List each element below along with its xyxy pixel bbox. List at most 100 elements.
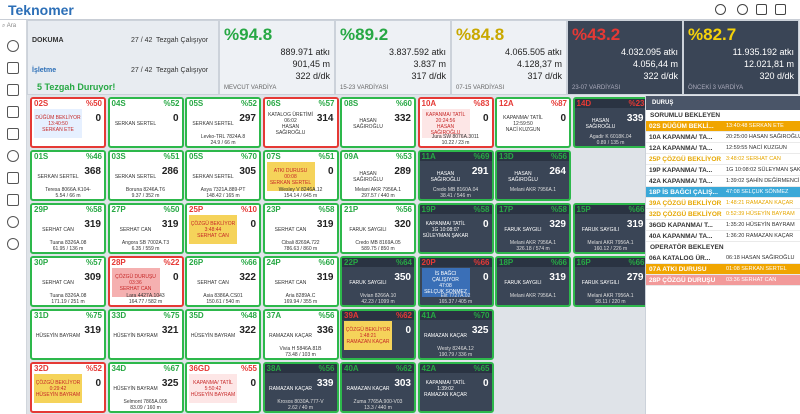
duruş-row[interactable]: 39A ÇÖZGÜ BEKLİYOR 1:48:21 RAMAZAN KAÇAR [646, 198, 800, 209]
machine-card[interactable]: 15P %66 FARUK SAYGILI 319 Melani AKR 7956A.1… [572, 203, 649, 254]
footer-line: Angora SB 7002A.T3 [121, 240, 170, 246]
duruş-row[interactable]: 18P İS BAĞCI ÇALIŞ... 47:08 SELÇUK SÖNMEZ [646, 187, 800, 198]
machine-speed: 319 [161, 219, 179, 230]
machine-card[interactable]: 05S %70 SERKAN SERTEL 305 Asya 7321A.889-PT 1… [185, 150, 261, 201]
clock-icon[interactable] [7, 128, 19, 140]
machine-card[interactable]: 33D %75 HÜSEYİN BAYRAM 321 [107, 309, 184, 360]
machine-card[interactable]: 18P %66 FARUK SAYGILI 319 Melani AKR 7956A.1 [495, 256, 571, 307]
machine-card[interactable]: 35D %48 HÜSEYİN BAYRAM 322 [185, 309, 261, 360]
machine-card[interactable]: 05S %52 SERKAN SERTEL 297 Levko-TRL 7824A.8 2… [185, 97, 261, 148]
duruş-row[interactable]: 12A KAPANMA/ TA... 12:59:55 NACİ KUZGUN [646, 143, 800, 154]
duruş-row[interactable]: 07A ATKI DURUSU 01:08 SERKAN SERTEL [646, 264, 800, 275]
machine-speed: 320 [394, 219, 411, 230]
duruş-row[interactable]: 06A KATALOG ÜR... 06:18 HASAN SAĞIROĞLU [646, 253, 800, 264]
machine-card[interactable]: 26P %66 SERHAT CAN 322 Asia 8386A.CS01 150.61… [185, 256, 261, 307]
duruş-row[interactable]: 25P ÇÖZGÜ BEKLİYOR 3:48:02 SERHAT CAN [646, 154, 800, 165]
machine-card[interactable]: 06S %57 KATALOG ÜRETİMİ 06:02 HASAN SAĞIROĞL… [262, 97, 339, 148]
machine-card[interactable]: 32D %52 ÇÖZGÜ BEKLİYOR 0:29:42 HÜSEYİN BAYRA… [30, 362, 106, 413]
cubes-icon[interactable] [7, 106, 19, 118]
machine-card[interactable]: 39A %62 ÇÖZGÜ BEKLİYOR 1:48:21 RAMAZAN KAÇAR… [340, 309, 416, 360]
machine-speed: 305 [239, 166, 256, 177]
machine-card[interactable]: 28P %22 ÇÖZGÜ DURUŞU 03:36 SERHAT CAN 0 Lara 4… [107, 256, 184, 307]
machine-card[interactable]: 14D %23 HASAN SAĞIROĞLU 339 Agadir K 6018K.0… [572, 97, 649, 148]
status-line: SELÇUK SONMEZ [424, 288, 467, 295]
machine-card[interactable]: 01S %46 SERKAN SERTEL 368 Teresa 8066A.K104-… [30, 150, 106, 201]
machine-footer: Asya 7321A.889-PT 148.42 / 165 m [187, 187, 259, 199]
footer-line: 786.63 / 860 m [283, 246, 318, 252]
machine-card[interactable]: 07S %51 ATKI DURUSU 00:08 SERKAN SERTEL 0 Wesl… [262, 150, 339, 201]
machine-card[interactable]: 29P %58 SERHAT CAN 319 Tuana 8326A.08 61.95 /… [30, 203, 106, 254]
machine-card[interactable]: 16P %66 FARUK SAYGILI 279 Melani AKR 7956A.1… [572, 256, 649, 307]
machine-card[interactable]: 23P %58 SERHAT CAN 319 Cibali 8269A.722 786.6… [262, 203, 339, 254]
duruş-row[interactable]: 19P KAPANMA/ TA... 1G 10:08:02 SÜLEYMAN Ş… [646, 165, 800, 176]
machine-efficiency: %55 [240, 364, 257, 373]
wrench-icon[interactable] [7, 150, 19, 162]
machine-card[interactable]: 21P %56 FARUK SAYGILI 320 Credo MB 8169A.05 5… [340, 203, 416, 254]
machine-card[interactable]: 25P %10 ÇÖZGÜ BEKLİYOR 3:48:44 SERHAT CAN 0 [185, 203, 261, 254]
footer-line: Melani AKR 7956A.1 [509, 293, 557, 299]
grid-icon[interactable] [7, 84, 19, 96]
chart-icon[interactable] [7, 62, 19, 74]
machine-card[interactable]: 20P %66 İS BAĞCI ÇALIŞIYOR 47:08 SELÇUK SONME… [417, 256, 494, 307]
footer-line: Selmont 7865A.005 [123, 399, 168, 405]
dashboard-icon[interactable] [7, 40, 19, 52]
machine-card[interactable]: 34D %67 HÜSEYİN BAYRAM 325 Selmont 7865A.005… [107, 362, 184, 413]
machine-card[interactable]: 30P %57 SERHAT CAN 309 Tuana 8326A.08 171.19 … [30, 256, 106, 307]
machine-footer: Vivian 8266A.10 42.23 / 1099 m [342, 293, 414, 305]
machine-card[interactable]: 41A %70 RAMAZAN KAÇAR 325 Westy 8246A.12 190.… [417, 309, 494, 360]
machine-id: 42A [421, 364, 437, 373]
theme-icon[interactable] [715, 4, 726, 15]
machine-card[interactable]: 10A %83 KAPANMA/ TATİL 20:24:56 HASAN SAĞIRO… [417, 97, 494, 148]
machine-card[interactable]: 04S %52 SERKAN SERTEL 0 [107, 97, 184, 148]
document-icon[interactable] [7, 172, 19, 184]
machine-card[interactable]: 03S %51 SERKAN SERTEL 286 Boruna 8246A.T6 9.3… [107, 150, 184, 201]
machine-card[interactable]: 37A %56 RAMAZAN KAÇAR 336 Vivia H 5846A.81B 7… [262, 309, 339, 360]
duruş-row[interactable]: 40A KAPANMA/ TA... 1:36:20 RAMAZAN KAÇAR [646, 231, 800, 242]
machine-id: 37A [266, 311, 282, 320]
machine-card[interactable]: 42A %65 KAPANMA/ TATİL 1:39:02 RAMAZAN KAÇAR… [417, 362, 494, 413]
card-header: 05S %70 [187, 152, 259, 161]
machine-speed: 0 [172, 113, 179, 124]
machine-card[interactable]: 36GD %55 KAPANMA/ TATİL 5:50:42 HÜSEYİN BAYR… [185, 362, 261, 413]
footer-line: Krosos 8030A.777-V [277, 399, 324, 405]
machine-card[interactable]: 12A %87 KAPANMA/ TATİL 12:59:50 NACİ KUZGUN 0 [495, 97, 571, 148]
users-icon[interactable] [7, 194, 19, 206]
user-icon[interactable] [737, 4, 748, 15]
gear-icon[interactable] [7, 238, 19, 250]
status-line: HASAN SAĞIROĞLU [508, 170, 538, 183]
machine-speed: 319 [626, 219, 644, 230]
machine-speed: 322 [239, 325, 256, 336]
card-header: 32D %52 [32, 364, 104, 373]
user-settings-icon[interactable] [7, 216, 19, 228]
logout-icon[interactable] [775, 4, 786, 15]
machine-card[interactable]: 17P %58 FARUK SAYGILI 329 Melani AKR 7956A.1… [495, 203, 571, 254]
duruş-row[interactable]: 10A KAPANMA/ TA... 20:25:00 HASAN SAĞIROĞ… [646, 132, 800, 143]
machine-card[interactable]: 31D %75 HÜSEYİN BAYRAM 319 [30, 309, 106, 360]
duruş-row[interactable]: 28P ÇÖZGÜ DURUŞU 03:36 SERHAT CAN [646, 275, 800, 286]
duruş-row[interactable]: 02S DÜĞÜM BEKLİ... 13:40:48 SERKAN ETE [646, 121, 800, 132]
search-input[interactable]: ⌕ Ara [2, 23, 17, 29]
machine-efficiency: %66 [240, 258, 257, 267]
status-line: 00:08 [284, 173, 297, 180]
machine-card[interactable]: 11A %69 HASAN SAĞIROĞLU 291 Credo MB 8160A.0… [417, 150, 494, 201]
machine-card[interactable]: 27P %50 SERHAT CAN 319 Angora SB 7002A.T3 6.3… [107, 203, 184, 254]
machine-card[interactable]: 38A %56 RAMAZAN KAÇAR 339 Krosos 8030A.777-V… [262, 362, 339, 413]
machine-card[interactable]: 08S %60 HASAN SAĞIROĞLU 332 [340, 97, 416, 148]
machine-id: 25P [189, 205, 204, 214]
duruş-row[interactable]: 32D ÇÖZGÜ BEKLİYOR 0:52:39 HÜSEYİN BAYRAM [646, 209, 800, 220]
machine-card[interactable]: 09A %53 HASAN SAĞIROĞLU 289 Melani AKR 7956A… [340, 150, 416, 201]
machine-card[interactable]: 13D %56 HASAN SAĞIROĞLU 264 Melani AKR 7956A… [495, 150, 571, 201]
right-panel: DURUŞ SORUMLU BEKLEYEN 02S DÜĞÜM BEKLİ..… [645, 96, 800, 414]
machine-card[interactable]: 40A %62 RAMAZAN KAÇAR 303 Zuma 7765A.900-V03… [340, 362, 416, 413]
machine-card[interactable]: 02S %50 DÜĞÜM BEKLİYOR 13:40:50 SERKAN ETE 0 [30, 97, 106, 148]
right-panel-tab[interactable]: DURUŞ [646, 96, 800, 110]
machine-card[interactable]: 22P %64 FARUK SAYGILI 350 Vivian 8266A.10 42.… [340, 256, 416, 307]
machine-speed: 0 [482, 272, 489, 283]
duruş-row[interactable]: 36GD KAPANMA/ T... 1:35:20 HÜSEYİN BAYRAM [646, 220, 800, 231]
folder-icon[interactable] [756, 4, 767, 15]
shift-percent: %43.2 [572, 25, 621, 44]
status-line: HASAN SAĞIROĞLU [585, 117, 616, 130]
duruş-row[interactable]: 42A KAPANMA/ TA... 1:39:02 ŞAHİN DEĞİRMEN… [646, 176, 800, 187]
machine-card[interactable]: 19P %58 KAPANMA/ TATİL 1G 10:08:07 SÜLEYMAN … [417, 203, 494, 254]
machine-card[interactable]: 24P %60 SERHAT CAN 319 Aria 8289A.C 169.94 / … [262, 256, 339, 307]
